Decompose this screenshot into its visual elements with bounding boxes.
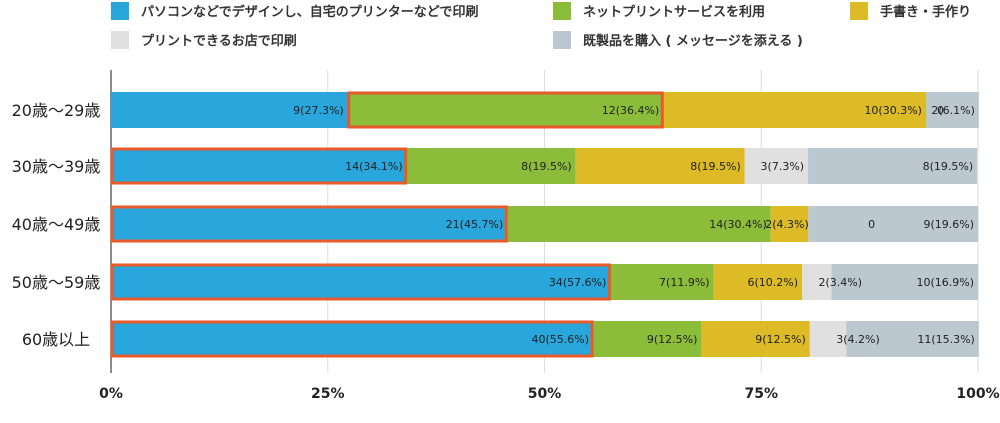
bar-segment-r3-s2 — [713, 264, 802, 300]
data-label-r4-s1: 9(12.5%) — [647, 333, 698, 346]
highlight-box-4 — [110, 320, 594, 358]
extra-label-1: 0 — [868, 218, 875, 231]
bar-segment-r4-s0 — [111, 321, 594, 357]
x-tick-label-2: 50% — [528, 386, 562, 402]
highlight-box-3 — [110, 263, 611, 301]
category-label-2: 40歳〜49歳 — [12, 215, 101, 234]
category-label-1: 30歳〜39歳 — [12, 157, 101, 176]
data-label-r1-s2: 8(19.5%) — [690, 160, 741, 173]
legend-label-3: プリントできるお店で印刷 — [141, 33, 297, 49]
legend-swatch-3 — [111, 31, 129, 49]
highlight-box-1 — [110, 147, 408, 185]
bar-segment-r1-s1 — [406, 148, 576, 184]
legend-swatch-0 — [111, 2, 129, 20]
category-label-4: 60歳以上 — [22, 330, 90, 349]
data-label-r4-s4: 11(15.3%) — [917, 333, 975, 346]
extra-label-3: 3(4.2%) — [836, 333, 880, 346]
x-tick-label-3: 75% — [744, 386, 778, 402]
bar-segment-r4-s1 — [593, 321, 702, 357]
category-label-0: 20歳〜29歳 — [12, 101, 101, 120]
data-label-r1-s1: 8(19.5%) — [521, 160, 572, 173]
legend-label-0: パソコンなどでデザインし、自宅のプリンターなどで印刷 — [141, 4, 478, 20]
bar-segment-r3-s4 — [831, 264, 978, 300]
highlight-box-0 — [347, 91, 664, 129]
data-labels: 9(27.3%) 12(36.4%) 10(30.3%) 02(6.1%)14(34.… — [293, 104, 975, 346]
x-tick-label-0: 0% — [99, 386, 123, 402]
highlight-box-2 — [110, 205, 508, 243]
category-labels: 20歳〜29歳 30歳〜39歳 40歳〜49歳 50歳〜59歳 60歳以上 — [12, 101, 101, 349]
category-label-3: 50歳〜59歳 — [12, 273, 101, 292]
bar-segment-r4-s4 — [846, 321, 979, 357]
bar-segment-r4-s3 — [809, 321, 847, 357]
bar-segment-r3-s3 — [801, 264, 832, 300]
bar-segment-r1-s0 — [111, 148, 407, 184]
data-label-r0-s0: 9(27.3%) — [293, 104, 344, 117]
bar-segment-r2-s1 — [507, 206, 771, 242]
data-label-r2-s4: 9(19.6%) — [923, 218, 974, 231]
highlight-boxes — [110, 91, 664, 358]
data-label-r2-s1: 14(30.4%) — [709, 218, 767, 231]
data-label-r4-s0: 40(55.6%) — [532, 333, 590, 346]
legend-swatch-4 — [553, 31, 571, 49]
data-label-r0-s2: 10(30.3%) — [864, 104, 922, 117]
data-label-r3-s0: 34(57.6%) — [549, 276, 607, 289]
data-label-r3-s4: 10(16.9%) — [916, 276, 974, 289]
data-label-r3-s2: 6(10.2%) — [747, 276, 798, 289]
legend-label-2: 手書き・手作り — [880, 4, 971, 20]
bar-segment-r2-s2 — [770, 206, 809, 242]
bar-segment-r2-s4 — [808, 206, 978, 242]
bar-segment-r0-s1 — [347, 92, 664, 128]
x-tick-label-4: 100% — [956, 386, 999, 402]
bar-segment-r0-s2 — [663, 92, 926, 128]
legend-label-4: 既製品を購入 ( メッセージを添える ) — [583, 33, 803, 49]
bar-segment-r1-s4 — [808, 148, 978, 184]
bar-segment-r0-s0 — [111, 92, 348, 128]
x-axis-ticks: 0% 25% 50% 75% 100% — [99, 386, 1000, 402]
bar-segment-r2-s0 — [111, 206, 508, 242]
data-label-r1-s4: 8(19.5%) — [923, 160, 974, 173]
legend-swatch-2 — [850, 2, 868, 20]
bar-segment-r1-s2 — [575, 148, 745, 184]
legend-label-1: ネットプリントサービスを利用 — [583, 4, 765, 20]
data-label-r1-s0: 14(34.1%) — [345, 160, 403, 173]
data-label-r0-s3: 0 — [937, 104, 944, 117]
bar-segment-r0-s4 — [925, 92, 979, 128]
bar-segment-r1-s3 — [744, 148, 809, 184]
legend-swatch-1 — [553, 2, 571, 20]
data-label-r2-s0: 21(45.7%) — [446, 218, 504, 231]
bars — [111, 92, 979, 357]
data-label-r4-s2: 9(12.5%) — [755, 333, 806, 346]
legend: パソコンなどでデザインし、自宅のプリンターなどで印刷 ネットプリントサービスを利用… — [111, 2, 971, 49]
data-label-r3-s1: 7(11.9%) — [659, 276, 710, 289]
data-label-r1-s3: 3(7.3%) — [761, 160, 805, 173]
data-label-r0-s4: 2(6.1%) — [931, 104, 975, 117]
bar-segment-r3-s0 — [111, 264, 611, 300]
extra-label-0: 2(4.3%) — [765, 218, 809, 231]
bar-segment-r3-s1 — [610, 264, 714, 300]
data-label-r0-s1: 12(36.4%) — [602, 104, 660, 117]
extra-label-2: 2(3.4%) — [818, 276, 862, 289]
bar-segment-r4-s2 — [701, 321, 810, 357]
x-tick-label-1: 25% — [311, 386, 345, 402]
